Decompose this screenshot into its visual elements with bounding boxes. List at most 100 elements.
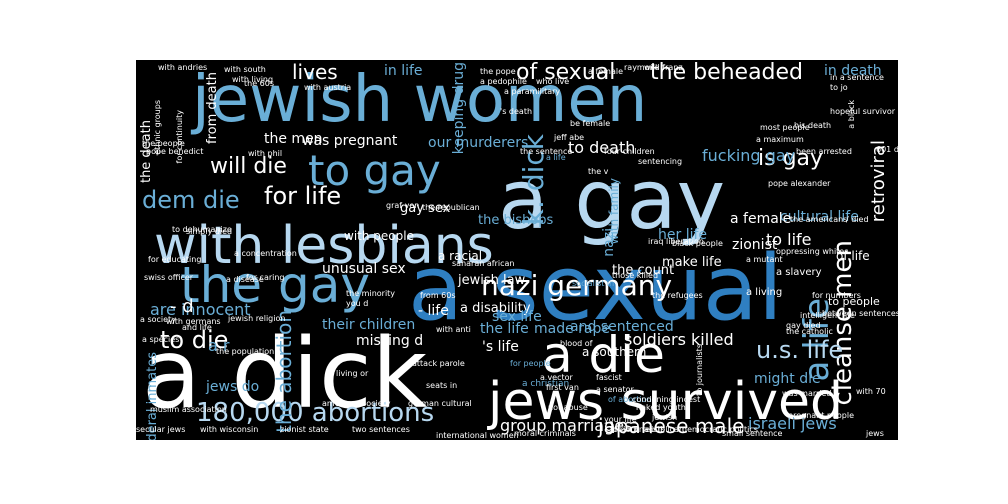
cloud-word: the sentence — [520, 147, 573, 156]
cloud-word: those killed — [612, 271, 659, 280]
cloud-word: living or — [336, 369, 369, 378]
cloud-word: the men — [264, 131, 323, 147]
cloud-word: ethnic groups — [153, 100, 162, 155]
cloud-word: 's life — [482, 339, 519, 355]
cloud-word: might die — [754, 371, 821, 387]
cloud-word: naked youth — [636, 403, 686, 412]
cloud-word: blood of — [560, 339, 593, 348]
cloud-word: zionist — [732, 237, 778, 253]
cloud-word: for caring — [246, 273, 285, 282]
cloud-word: you d — [346, 299, 369, 308]
cloud-word: make life — [662, 255, 722, 270]
cloud-word: a sexual — [408, 236, 783, 341]
cloud-word: a pedophile — [480, 77, 527, 86]
cloud-word: hopeful survivor — [830, 107, 896, 116]
cloud-word: gay died — [786, 321, 821, 330]
cloud-word: missing d — [356, 333, 424, 349]
cloud-word: democratic politics — [682, 425, 758, 434]
cloud-word: a female — [588, 67, 624, 76]
cloud-word: with anti — [436, 325, 471, 334]
cloud-word: muslim association — [150, 405, 227, 414]
cloud-word: her life — [658, 227, 708, 243]
cloud-word: german cultural — [408, 399, 472, 408]
cloud-word: - d — [170, 296, 194, 317]
cloud-word: soldiers killed — [624, 330, 734, 349]
cloud-word: is gay — [758, 146, 824, 171]
cloud-word: a life — [546, 153, 566, 162]
cloud-word: secular jews — [136, 425, 186, 434]
cloud-word: a paramilitary — [504, 87, 561, 96]
cloud-word: fucking gay — [702, 146, 796, 165]
cloud-word: the bishops — [478, 213, 554, 228]
cloud-word: a senator — [596, 385, 634, 394]
cloud-word: will — [644, 63, 658, 72]
cloud-word: a racial — [438, 249, 483, 263]
cloud-word: in death — [824, 63, 882, 79]
cloud-word: jews — [866, 429, 884, 438]
cloud-word: with people — [344, 229, 414, 243]
cloud-word: a southern — [582, 345, 647, 359]
cloud-word: his death — [794, 121, 832, 130]
cloud-word: cleanse men — [828, 240, 858, 406]
cloud-word: a vector — [540, 373, 573, 382]
cloud-word: attack parole — [412, 359, 465, 368]
cloud-word: the v — [588, 167, 609, 176]
cloud-word: of abortion — [608, 395, 652, 404]
cloud-word: jewish law — [458, 273, 526, 288]
cloud-word: swiss officer — [144, 273, 194, 282]
cloud-word: jeff abe — [554, 133, 585, 142]
cloud-word: the americans — [790, 215, 848, 224]
cloud-word: gay sex — [400, 201, 451, 216]
cloud-word: with wisconsin — [200, 425, 259, 434]
cloud-word: who live — [536, 77, 570, 86]
cloud-word: for people — [510, 359, 551, 368]
cloud-word: to life — [766, 230, 812, 249]
cloud-word: jewish women — [192, 63, 648, 137]
cloud-word: and sentenced — [570, 319, 674, 335]
cloud-word: a dick — [142, 318, 428, 430]
cloud-word: a female — [730, 211, 792, 227]
cloud-word: in life — [384, 63, 423, 79]
cloud-word: a disability — [460, 301, 531, 316]
cloud-word: seats in — [426, 381, 458, 390]
cloud-word: french republican — [614, 425, 685, 434]
cloud-word: will die — [210, 154, 287, 179]
cloud-word: moral criminals — [514, 429, 576, 438]
cloud-word: the life — [480, 321, 529, 337]
cloud-word: to die — [160, 326, 229, 354]
cloud-word: for life — [264, 182, 342, 210]
cloud-word: the catholic — [786, 327, 833, 336]
cloud-word: 180,000 abortions — [196, 398, 435, 428]
cloud-word: u.s. life — [756, 336, 844, 364]
cloud-word: for journalists — [610, 425, 665, 434]
cloud-word: to gay — [308, 146, 441, 195]
cloud-word: the count — [612, 263, 675, 278]
cloud-word: to jo — [830, 83, 848, 92]
cloud-word: been arrested — [796, 147, 852, 156]
cloud-word: with family — [607, 178, 621, 245]
cloud-word: a disease — [226, 275, 264, 284]
cloud-word: two sentences — [352, 425, 410, 434]
cloud-word: first van — [546, 383, 579, 392]
cloud-word: to death — [568, 138, 636, 157]
cloud-word: for continuity — [175, 110, 184, 164]
cloud-word: from death — [205, 72, 220, 144]
cloud-word: a species — [142, 335, 180, 344]
cloud-word: saharan african — [452, 259, 515, 268]
cloud-word: a living — [746, 287, 783, 298]
cloud-word: a die — [542, 326, 665, 384]
cloud-word: jewish religion — [228, 314, 286, 323]
cloud-word: the beheaded — [650, 60, 804, 85]
cloud-word: a maximum — [756, 135, 804, 144]
cloud-word: jews do — [206, 379, 260, 395]
word-cloud: jewish women a gay a sexual a dick with lesb… — [136, 60, 898, 440]
cloud-word: with living — [232, 75, 274, 84]
cloud-word: oppressing whites — [776, 247, 849, 256]
cloud-word: fascist — [596, 373, 622, 382]
cloud-word: israeli jews — [748, 414, 837, 433]
cloud-word: dem die — [142, 186, 240, 214]
cloud-word: pope alexander — [768, 179, 831, 188]
cloud-word: the 60s — [244, 79, 275, 88]
cloud-word: 's death — [500, 107, 533, 116]
cloud-word: - life — [418, 303, 449, 319]
